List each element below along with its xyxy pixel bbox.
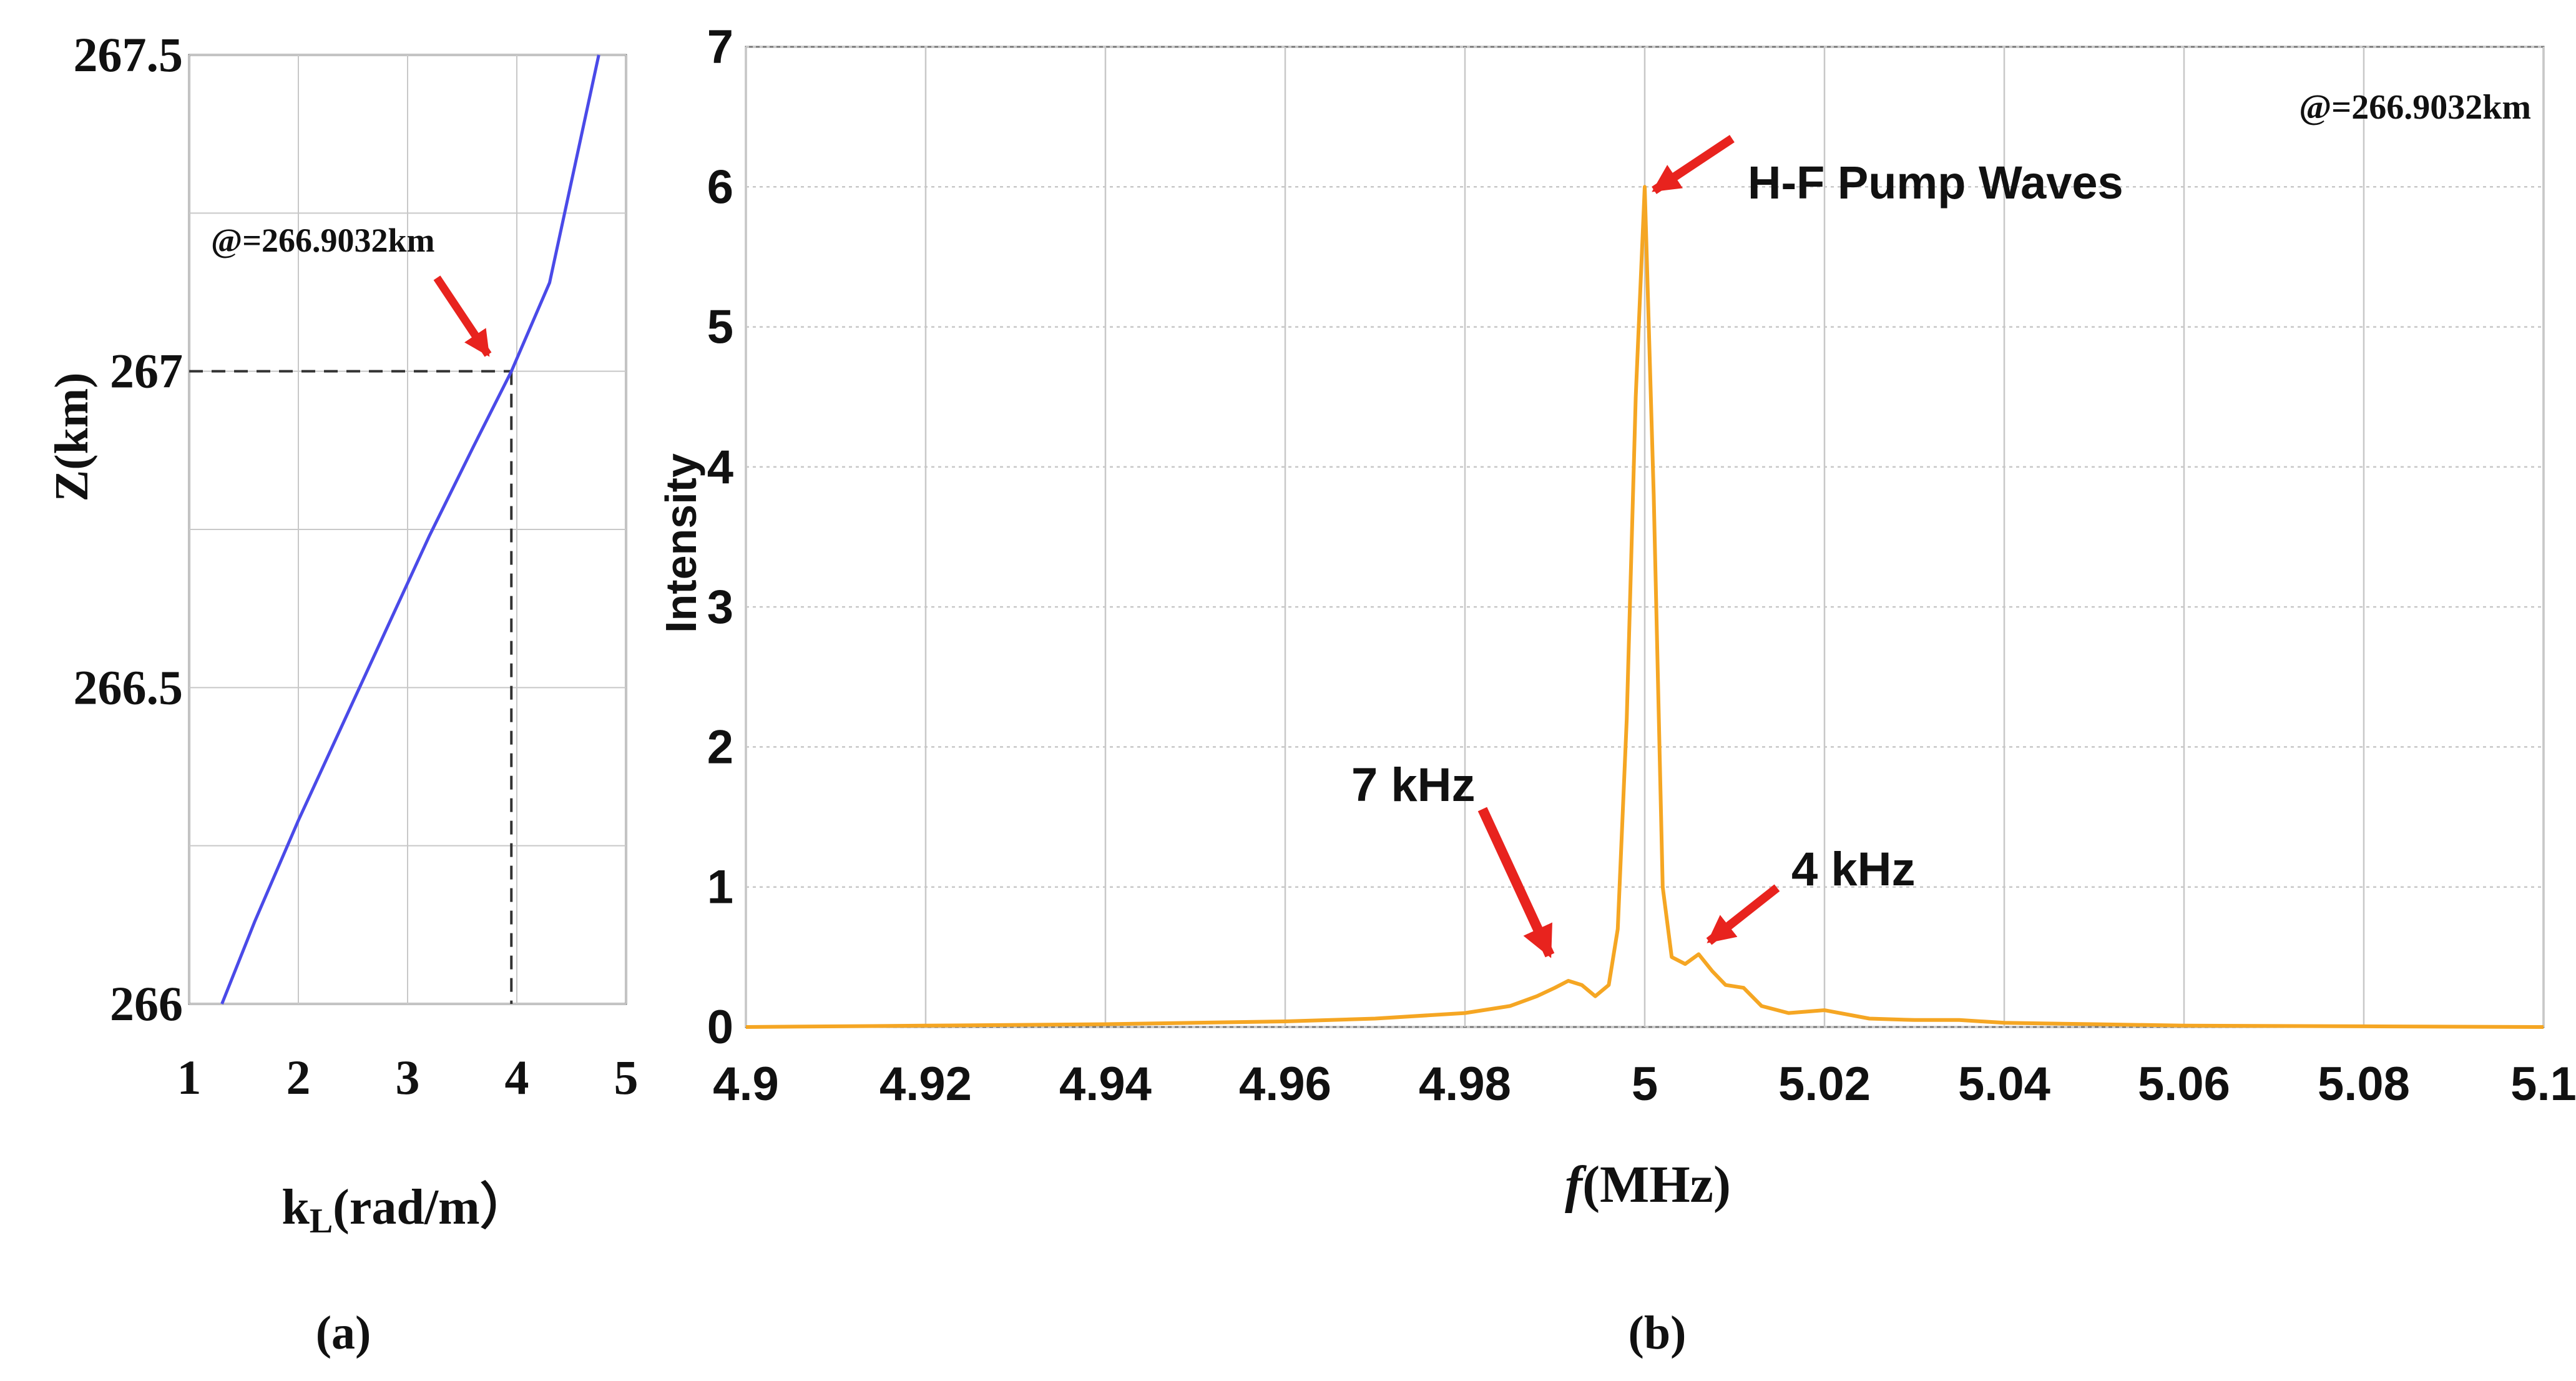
panel-b-7khz-label: 7 kHz xyxy=(1351,759,1476,812)
panel-b-series-line xyxy=(745,185,2544,1029)
panel-b-x-tick-label: 4.92 xyxy=(879,1058,972,1111)
panel-b-y-tick-label: 1 xyxy=(707,861,733,914)
panel-a-y-tick-label: 267 xyxy=(110,344,183,398)
panel-b-x-tick-label: 4.98 xyxy=(1419,1058,1511,1111)
panel-b-x-tick-labels: 4.9 4.92 4.94 4.96 4.98 5 5.02 5.04 5.06 5.08 5.1 xyxy=(713,1058,2576,1111)
panel-b-x-tick-label: 5.08 xyxy=(2318,1058,2410,1111)
panel-b: 0 1 2 3 4 5 6 7 4.9 4.92 4.94 4.96 4.98 5 5.02 5.04 5.0… xyxy=(657,21,2576,1359)
panel-b-y-tick-label: 3 xyxy=(707,581,733,634)
panel-a-label: (a) xyxy=(316,1307,371,1359)
panel-b-x-axis-label: f(MHz) xyxy=(1565,1156,1731,1214)
panel-b-y-tick-label: 7 xyxy=(707,21,733,74)
panel-b-x-tick-label: 5.04 xyxy=(1958,1058,2050,1111)
panel-a-y-tick-labels: 266 266.5 267 267.5 xyxy=(74,27,184,1031)
panel-b-corner-label: @=266.9032km xyxy=(2299,88,2531,127)
panel-a-x-axis-label-main: k xyxy=(282,1180,310,1235)
panel-b-x-tick-label: 4.94 xyxy=(1059,1058,1152,1111)
panel-a-y-tick-label: 266.5 xyxy=(74,660,184,714)
panel-a-x-tick-label: 1 xyxy=(177,1050,202,1104)
panel-b-x-tick-label: 5 xyxy=(1632,1058,1658,1111)
panel-a-x-tick-label: 2 xyxy=(286,1050,311,1104)
panel-b-y-tick-labels: 0 1 2 3 4 5 6 7 xyxy=(707,21,733,1054)
panel-a-x-tick-label: 4 xyxy=(505,1050,529,1104)
panel-b-y-tick-label: 6 xyxy=(707,160,733,214)
panel-a-x-axis-label: kL(rad/m） xyxy=(282,1180,529,1241)
panel-a-annotation-arrow xyxy=(433,275,492,357)
panel-b-4khz-label: 4 kHz xyxy=(1791,843,1916,896)
panel-b-x-axis-label-rest: (MHz) xyxy=(1582,1156,1731,1214)
panel-b-y-tick-label: 5 xyxy=(707,301,733,354)
panel-a-annotation-label: @=266.9032km xyxy=(211,222,435,259)
panel-b-x-tick-label: 5.02 xyxy=(1778,1058,1871,1111)
panel-b-y-tick-label: 4 xyxy=(707,441,733,494)
panel-b-pump-arrow xyxy=(1652,135,1735,194)
panel-a-guide-lines xyxy=(189,370,513,1004)
panel-a-y-tick-label: 267.5 xyxy=(74,27,184,82)
panel-b-x-tick-label: 4.96 xyxy=(1239,1058,1331,1111)
panel-a-x-tick-label: 5 xyxy=(614,1050,639,1104)
panel-b-label: (b) xyxy=(1628,1307,1687,1359)
panel-a-x-tick-labels: 1 2 3 4 5 xyxy=(177,1050,639,1104)
panel-b-x-tick-label: 5.1 xyxy=(2510,1058,2576,1111)
panel-a-x-axis-label-sub: L xyxy=(310,1202,333,1241)
panel-a-x-axis-label-rest: (rad/m） xyxy=(333,1180,530,1235)
panel-b-pump-label: H-F Pump Waves xyxy=(1748,157,2123,209)
panel-a-series-line xyxy=(220,54,600,1005)
panel-a-y-axis-label: Z(km) xyxy=(46,373,98,502)
panel-b-7khz-arrow xyxy=(1477,807,1555,958)
panel-a-y-tick-label: 266 xyxy=(110,976,183,1031)
panel-b-x-tick-label: 5.06 xyxy=(2138,1058,2230,1111)
panel-b-x-tick-label: 4.9 xyxy=(713,1058,779,1111)
panel-b-4khz-arrow xyxy=(1706,884,1780,945)
panel-b-y-tick-label: 0 xyxy=(707,1001,733,1054)
panel-a-x-tick-label: 3 xyxy=(396,1050,420,1104)
panel-a: 266 266.5 267 267.5 1 2 3 4 5 @=266.9032km Z(km… xyxy=(46,27,639,1359)
panel-b-grid xyxy=(745,46,2545,1028)
panel-b-y-tick-label: 2 xyxy=(707,720,733,774)
panel-b-y-axis-label: Intensity xyxy=(657,453,705,633)
